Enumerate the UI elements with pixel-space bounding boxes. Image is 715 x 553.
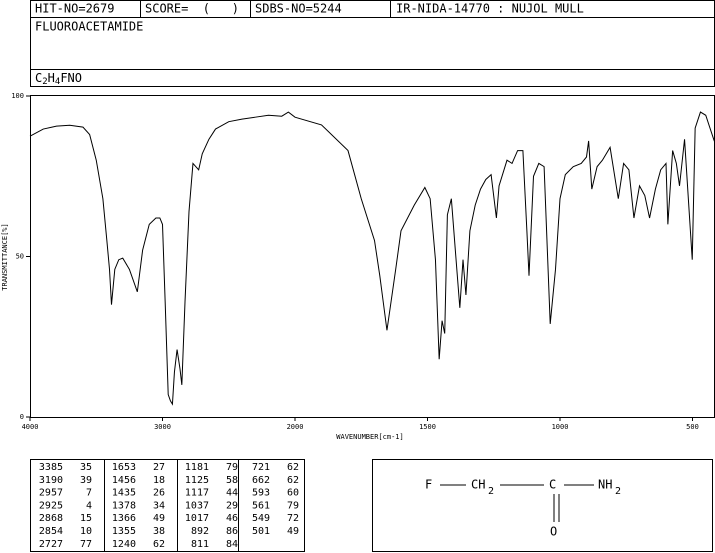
subscript: 2 [488,486,494,497]
peak-wavenumber: 721 [252,462,270,473]
peak-wavenumber: 1435 [112,488,136,499]
formula-part: FNO [60,71,82,85]
x-tick-label: 1000 [552,423,569,431]
peak-transmittance: 60 [287,488,299,499]
peak-transmittance: 86 [226,526,238,537]
method: IR-NIDA-14770 : NUJOL MULL [396,2,584,16]
y-axis-label: TRANSMITTANCE[%] [1,223,9,290]
peak-transmittance: 4 [86,500,92,511]
peak-wavenumber: 1653 [112,462,136,473]
peak-transmittance: 84 [226,539,238,550]
peak-transmittance: 26 [153,488,165,499]
formula: C2H4FNO [35,71,82,87]
x-tick-label: 1500 [419,423,436,431]
atom: F [425,478,432,492]
peak-wavenumber: 1240 [112,539,136,550]
peak-wavenumber: 1117 [185,488,209,499]
peak-transmittance: 15 [80,513,92,524]
peak-wavenumber: 892 [191,526,209,537]
spectrum-line [29,111,715,406]
peak-transmittance: 39 [80,475,92,486]
peak-transmittance: 18 [153,475,165,486]
peak-wavenumber: 662 [252,475,270,486]
y-tick-label: 0 [20,413,24,421]
peak-transmittance: 49 [153,513,165,524]
compound-name: FLUOROACETAMIDE [35,20,143,34]
peak-transmittance: 34 [153,500,165,511]
formula-subscript: 4 [55,77,60,87]
x-tick-label: 3000 [154,423,171,431]
peak-transmittance: 49 [287,526,299,537]
peak-transmittance: 7 [86,488,92,499]
peak-transmittance: 46 [226,513,238,524]
peak-transmittance: 62 [287,462,299,473]
peak-wavenumber: 1037 [185,500,209,511]
peak-wavenumber: 1456 [112,475,136,486]
peak-transmittance: 35 [80,462,92,473]
x-tick-label: 2000 [287,423,304,431]
peak-table-box [30,459,305,552]
formula-part: C [35,71,42,85]
peak-wavenumber: 1181 [185,462,209,473]
peak-wavenumber: 561 [252,500,270,511]
peak-wavenumber: 2854 [39,526,63,537]
peak-wavenumber: 501 [252,526,270,537]
peak-transmittance: 79 [287,500,299,511]
subscript: 2 [615,486,621,497]
peak-transmittance: 62 [153,539,165,550]
peak-transmittance: 72 [287,513,299,524]
atom: NH [598,478,612,492]
formula-part: H [48,71,55,85]
peak-wavenumber: 3190 [39,475,63,486]
peak-wavenumber: 2925 [39,500,63,511]
peak-wavenumber: 1125 [185,475,209,486]
peak-wavenumber: 593 [252,488,270,499]
peak-transmittance: 27 [153,462,165,473]
sdbs-no: SDBS-NO=5244 [255,2,342,16]
x-axis-label: WAVENUMBER[cm-1] [336,433,403,441]
peak-wavenumber: 1355 [112,526,136,537]
peak-wavenumber: 1017 [185,513,209,524]
atom: C [549,478,556,492]
peak-transmittance: 29 [226,500,238,511]
peak-transmittance: 10 [80,526,92,537]
hit-no: HIT-NO=2679 [35,2,114,16]
peak-transmittance: 44 [226,488,238,499]
peak-wavenumber: 1366 [112,513,136,524]
header-box [30,0,715,87]
formula-subscript: 2 [42,77,47,87]
peak-wavenumber: 2957 [39,488,63,499]
peak-wavenumber: 1378 [112,500,136,511]
peak-transmittance: 58 [226,475,238,486]
score: SCORE= ( ) [145,2,239,16]
peak-transmittance: 62 [287,475,299,486]
peak-wavenumber: 2727 [39,539,63,550]
atom: CH [471,478,485,492]
structure-box [372,459,713,552]
peak-transmittance: 77 [80,539,92,550]
atom: O [550,525,557,539]
y-tick-label: 50 [16,253,24,261]
x-tick-label: 500 [686,423,699,431]
peak-transmittance: 79 [226,462,238,473]
y-tick-label: 100 [11,92,24,100]
peak-wavenumber: 3385 [39,462,63,473]
plot-frame [30,95,715,418]
peak-wavenumber: 549 [252,513,270,524]
peak-wavenumber: 2868 [39,513,63,524]
peak-wavenumber: 811 [191,539,209,550]
x-tick-label: 4000 [22,423,39,431]
peak-transmittance: 38 [153,526,165,537]
